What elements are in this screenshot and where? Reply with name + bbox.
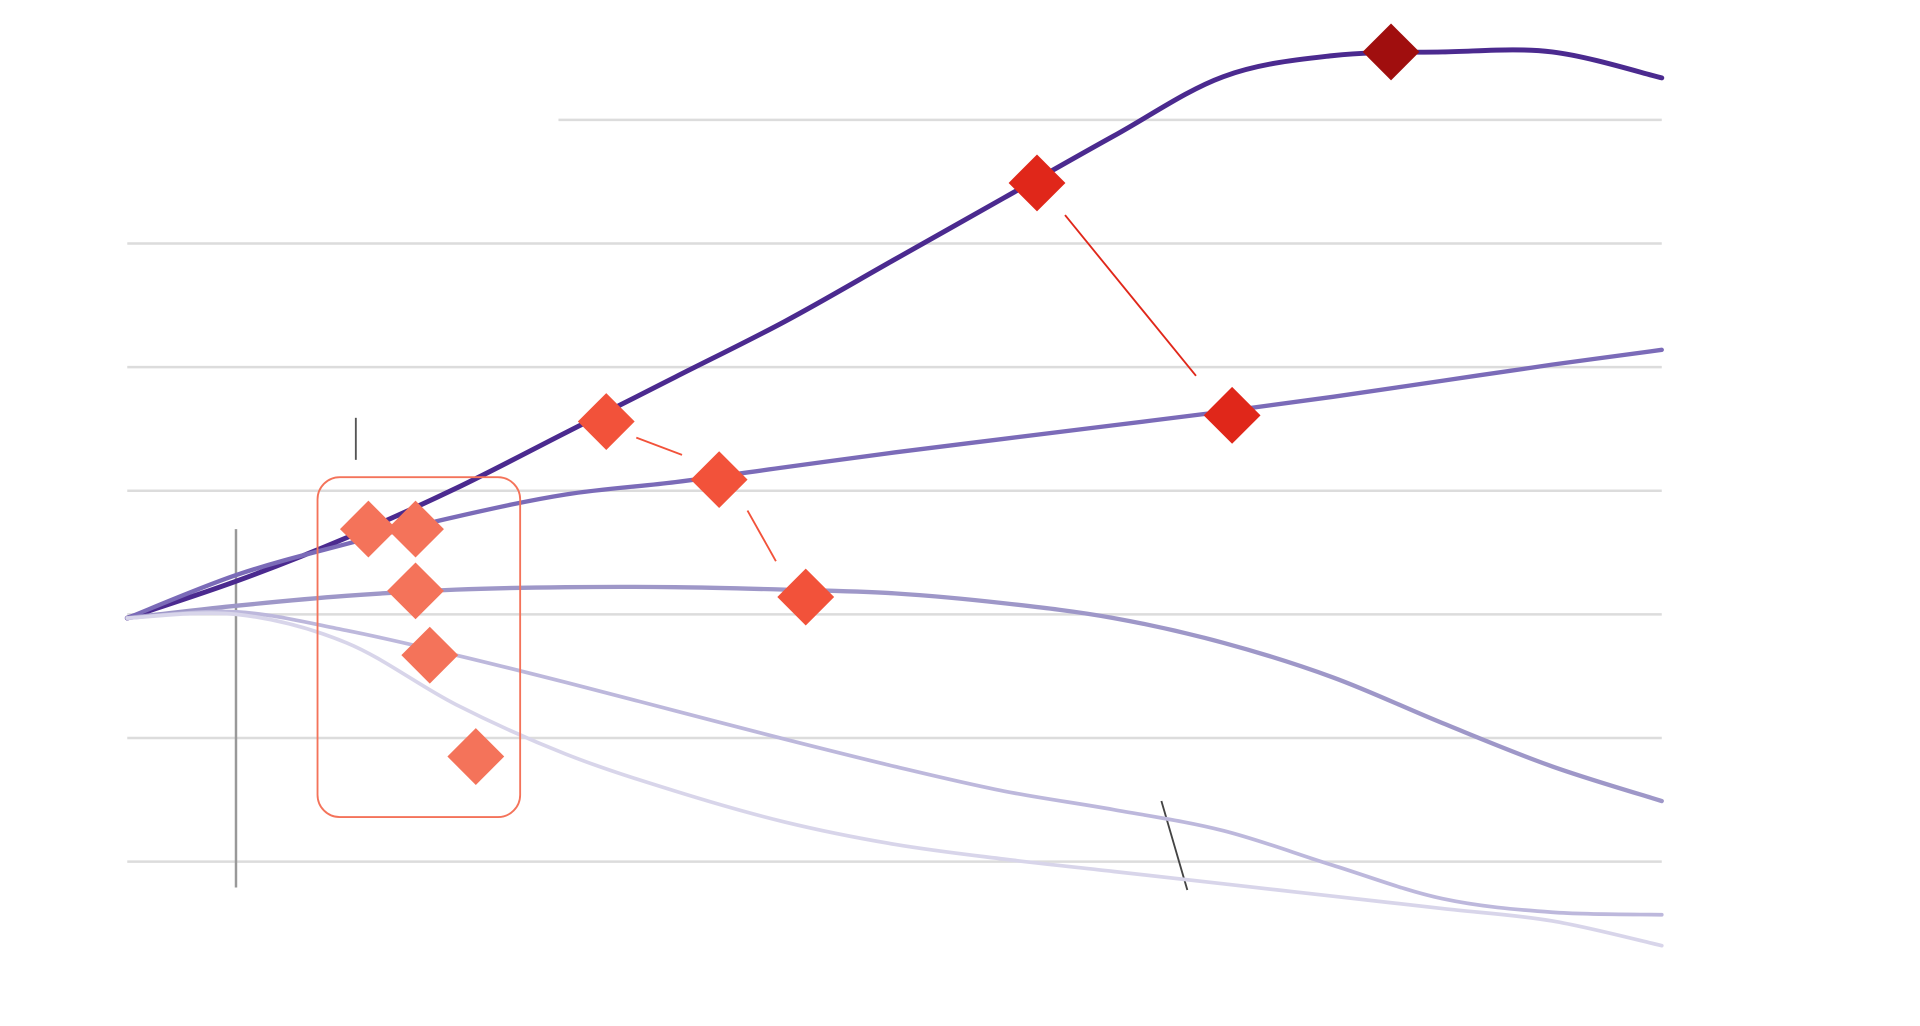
diamond-marker [577,393,635,450]
diamond-marker [1008,154,1066,212]
series-line [125,609,1664,917]
connector [635,436,683,456]
diamond-marker [447,728,505,785]
grid [127,118,1662,863]
diamond-marker [690,451,748,509]
annotation-tick [1160,800,1189,891]
connector [1064,214,1197,377]
diamond-marker [1362,23,1420,81]
lines [124,47,1665,948]
series-line [125,611,1664,948]
diamond-marker [401,626,459,684]
connector [746,510,777,562]
series-line [125,584,1664,804]
series-line [125,347,1664,621]
diamond-marker [387,562,444,620]
diamond-marker [339,500,397,558]
diamond-marker [1203,386,1261,444]
diamond-marker [777,568,835,626]
diamond-marker [387,500,444,558]
legend-placeholder [123,86,559,151]
highlight-box [316,476,522,819]
